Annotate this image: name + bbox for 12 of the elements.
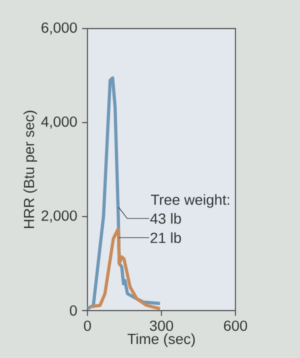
text: 21 lb (150, 232, 181, 244)
x-tick-label: 300 (150, 320, 174, 331)
y-tick-label: 4,000 (41, 116, 77, 129)
y-axis-title: HRR (Btu per sec) (23, 110, 38, 228)
annotation: Tree weight: (150, 194, 230, 208)
y-tick-label: 2,000 (42, 210, 77, 223)
x-axis-title: Time (sec) (128, 333, 195, 347)
y-tick-label: 0 (70, 305, 77, 316)
text: 43 lb (150, 213, 181, 224)
x-tick-label: 600 (224, 320, 248, 331)
y-tick-label: 6,000 (42, 22, 77, 35)
x-tick-label: 0 (84, 320, 91, 331)
